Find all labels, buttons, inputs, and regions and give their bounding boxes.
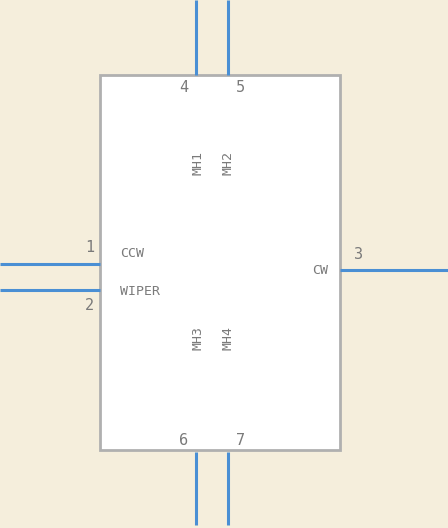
Text: MH2: MH2 (221, 151, 234, 175)
Text: MH3: MH3 (191, 326, 204, 350)
Text: 4: 4 (179, 80, 188, 95)
Text: CCW: CCW (120, 247, 144, 260)
Text: 7: 7 (236, 433, 245, 448)
Text: 2: 2 (85, 298, 94, 313)
Text: CW: CW (312, 263, 328, 277)
Text: 3: 3 (354, 247, 363, 262)
Text: MH1: MH1 (191, 151, 204, 175)
Text: WIPER: WIPER (120, 285, 160, 298)
Text: 1: 1 (85, 240, 94, 255)
Text: 6: 6 (179, 433, 188, 448)
Text: MH4: MH4 (221, 326, 234, 350)
Text: 5: 5 (236, 80, 245, 95)
Bar (100, 75, 340, 450)
